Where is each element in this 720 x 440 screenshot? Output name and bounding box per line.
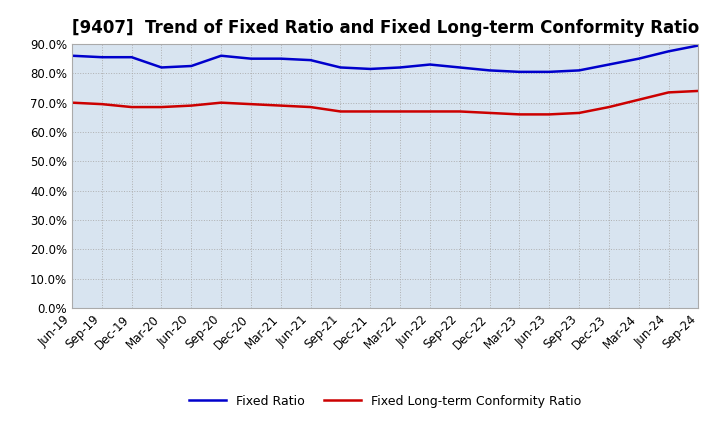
Fixed Ratio bbox=[456, 65, 464, 70]
Fixed Long-term Conformity Ratio bbox=[157, 104, 166, 110]
Fixed Long-term Conformity Ratio bbox=[97, 102, 106, 107]
Fixed Long-term Conformity Ratio bbox=[396, 109, 405, 114]
Fixed Ratio bbox=[127, 55, 136, 60]
Fixed Long-term Conformity Ratio bbox=[306, 104, 315, 110]
Fixed Ratio bbox=[97, 55, 106, 60]
Fixed Ratio bbox=[515, 69, 523, 74]
Line: Fixed Ratio: Fixed Ratio bbox=[72, 45, 698, 72]
Fixed Ratio bbox=[605, 62, 613, 67]
Fixed Ratio bbox=[396, 65, 405, 70]
Fixed Long-term Conformity Ratio bbox=[426, 109, 434, 114]
Fixed Ratio bbox=[366, 66, 374, 72]
Fixed Long-term Conformity Ratio bbox=[68, 100, 76, 105]
Fixed Ratio bbox=[336, 65, 345, 70]
Legend: Fixed Ratio, Fixed Long-term Conformity Ratio: Fixed Ratio, Fixed Long-term Conformity … bbox=[184, 390, 587, 413]
Fixed Long-term Conformity Ratio bbox=[247, 102, 256, 107]
Fixed Ratio bbox=[634, 56, 643, 61]
Fixed Long-term Conformity Ratio bbox=[276, 103, 285, 108]
Fixed Long-term Conformity Ratio bbox=[575, 110, 583, 116]
Fixed Long-term Conformity Ratio bbox=[545, 112, 554, 117]
Fixed Ratio bbox=[426, 62, 434, 67]
Fixed Ratio bbox=[306, 58, 315, 63]
Fixed Ratio bbox=[694, 43, 703, 48]
Fixed Long-term Conformity Ratio bbox=[456, 109, 464, 114]
Fixed Ratio bbox=[575, 68, 583, 73]
Fixed Long-term Conformity Ratio bbox=[694, 88, 703, 94]
Fixed Long-term Conformity Ratio bbox=[127, 104, 136, 110]
Fixed Long-term Conformity Ratio bbox=[605, 104, 613, 110]
Fixed Long-term Conformity Ratio bbox=[634, 97, 643, 103]
Fixed Ratio bbox=[545, 69, 554, 74]
Fixed Long-term Conformity Ratio bbox=[366, 109, 374, 114]
Fixed Long-term Conformity Ratio bbox=[217, 100, 225, 105]
Fixed Ratio bbox=[217, 53, 225, 59]
Fixed Ratio bbox=[485, 68, 494, 73]
Fixed Long-term Conformity Ratio bbox=[515, 112, 523, 117]
Fixed Long-term Conformity Ratio bbox=[665, 90, 673, 95]
Fixed Long-term Conformity Ratio bbox=[187, 103, 196, 108]
Line: Fixed Long-term Conformity Ratio: Fixed Long-term Conformity Ratio bbox=[72, 91, 698, 114]
Fixed Ratio bbox=[665, 49, 673, 54]
Title: [9407]  Trend of Fixed Ratio and Fixed Long-term Conformity Ratio: [9407] Trend of Fixed Ratio and Fixed Lo… bbox=[71, 19, 699, 37]
Fixed Ratio bbox=[157, 65, 166, 70]
Fixed Ratio bbox=[247, 56, 256, 61]
Fixed Ratio bbox=[187, 63, 196, 69]
Fixed Long-term Conformity Ratio bbox=[485, 110, 494, 116]
Fixed Long-term Conformity Ratio bbox=[336, 109, 345, 114]
Fixed Ratio bbox=[68, 53, 76, 59]
Fixed Ratio bbox=[276, 56, 285, 61]
